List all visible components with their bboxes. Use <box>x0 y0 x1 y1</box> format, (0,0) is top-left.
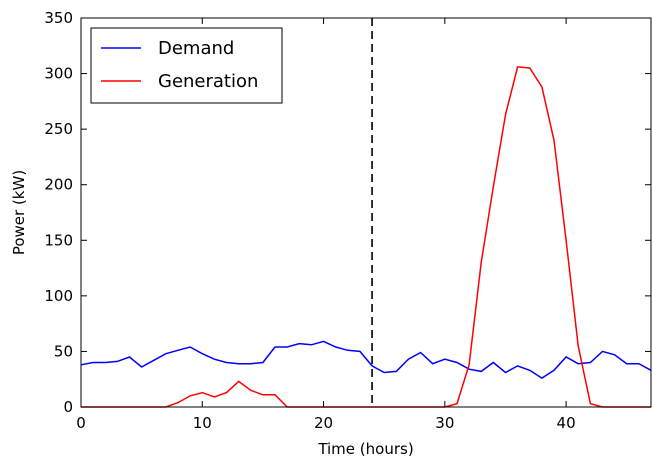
x-axis-label: Time (hours) <box>317 440 413 458</box>
legend-label: Generation <box>158 71 258 92</box>
series-line-1 <box>80 340 652 379</box>
legend-box <box>90 27 283 104</box>
x-tick-label: 0 <box>76 414 86 432</box>
y-tick-label: 200 <box>44 176 73 194</box>
y-tick-label: 150 <box>44 231 73 249</box>
y-tick-label: 350 <box>44 9 73 27</box>
x-tick-label: 40 <box>557 414 576 432</box>
legend-label: Demand <box>158 38 234 59</box>
x-tick-label: 20 <box>314 414 333 432</box>
y-axis-label: Power (kW) <box>10 170 28 255</box>
y-tick-label: 300 <box>44 65 73 83</box>
x-tick-label: 30 <box>435 414 454 432</box>
series-line-2 <box>81 66 651 408</box>
plot-area <box>80 17 652 408</box>
y-tick-label: 250 <box>44 120 73 138</box>
y-tick-label: 100 <box>44 287 73 305</box>
series-layer <box>80 66 652 408</box>
y-tick-label: 0 <box>63 398 73 416</box>
y-tick-label: 50 <box>54 342 73 360</box>
plot-frame <box>80 17 652 408</box>
x-tick-label: 10 <box>193 414 212 432</box>
x-axis-ticks: 0 10 20 30 40 <box>76 18 576 432</box>
legend: Demand Generation <box>90 27 283 104</box>
y-axis-ticks: 0 50 100 150 200 250 300 350 <box>44 9 651 416</box>
